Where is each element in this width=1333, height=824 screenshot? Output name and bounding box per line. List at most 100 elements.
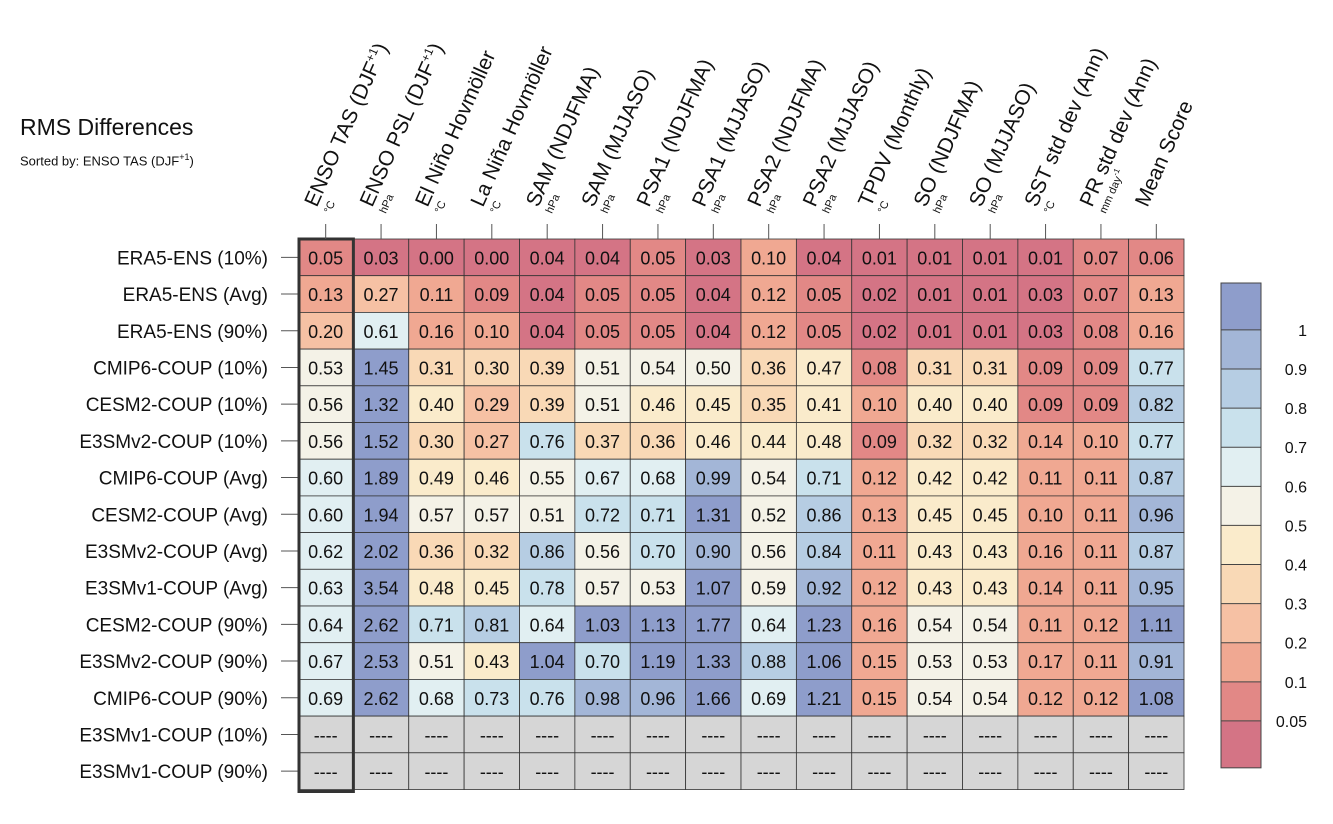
heatmap-cell bbox=[463, 605, 520, 644]
heatmap-cell bbox=[352, 568, 410, 607]
cell-value-label: 0.11 bbox=[1029, 469, 1063, 489]
cell-value-label: ---- bbox=[978, 725, 1002, 745]
heatmap-cell bbox=[962, 311, 1019, 350]
colorbar-segment bbox=[1221, 486, 1261, 526]
cell-value-label: 1.19 bbox=[640, 652, 675, 672]
cell-value-label: 0.05 bbox=[585, 322, 620, 342]
cell-value-label: 0.01 bbox=[973, 285, 1008, 305]
colorbar-label: 0.3 bbox=[1285, 597, 1307, 614]
cell-value-label: 0.45 bbox=[973, 505, 1008, 525]
heatmap-cell bbox=[795, 715, 853, 754]
cell-value-label: ---- bbox=[923, 725, 947, 745]
cell-value-label: 0.10 bbox=[862, 395, 897, 415]
heatmap-cell bbox=[629, 495, 687, 533]
cell-value-label: 1.66 bbox=[696, 689, 731, 709]
cell-value-label: 0.32 bbox=[973, 432, 1008, 452]
cell-value-label: 0.46 bbox=[474, 469, 509, 489]
colorbar-segment bbox=[1221, 283, 1261, 330]
cell-value-label: 1.32 bbox=[364, 395, 399, 415]
cell-value-label: 0.16 bbox=[1028, 542, 1063, 562]
heatmap-cell bbox=[685, 495, 742, 533]
cell-value-label: 0.42 bbox=[973, 469, 1008, 489]
heatmap-cell bbox=[685, 642, 742, 680]
cell-value-label: 0.60 bbox=[308, 505, 343, 525]
heatmap-cell bbox=[906, 495, 963, 533]
cell-value-label: 0.56 bbox=[308, 432, 343, 452]
cell-value-label: 0.72 bbox=[585, 505, 620, 525]
cell-value-label: 1.45 bbox=[364, 358, 399, 378]
cell-value-label: 0.71 bbox=[419, 615, 454, 635]
heatmap-cell bbox=[297, 238, 354, 277]
cell-value-label: ---- bbox=[1034, 762, 1058, 782]
heatmap-cell bbox=[352, 715, 410, 754]
cell-value-label: 0.95 bbox=[1139, 579, 1174, 599]
heatmap-cell bbox=[1128, 568, 1185, 607]
heatmap-cell bbox=[1128, 348, 1185, 387]
heatmap-cell bbox=[463, 275, 520, 313]
cell-value-label: 0.45 bbox=[474, 579, 509, 599]
cell-value-label: 0.53 bbox=[308, 358, 343, 378]
cell-value-label: 0.04 bbox=[530, 322, 565, 342]
heatmap-cell bbox=[851, 348, 908, 387]
colorbar-label: 0.1 bbox=[1285, 675, 1307, 692]
cell-value-label: 0.57 bbox=[419, 505, 454, 525]
cell-value-label: 0.54 bbox=[917, 615, 952, 635]
cell-value-label: 0.03 bbox=[1028, 285, 1063, 305]
heatmap-cell bbox=[519, 311, 576, 350]
cell-value-label: 0.36 bbox=[640, 432, 675, 452]
heatmap-cell bbox=[1017, 568, 1074, 607]
row-label: ERA5-ENS (10%) bbox=[117, 248, 268, 269]
heatmap-cell bbox=[352, 348, 410, 387]
cell-value-label: 0.88 bbox=[751, 652, 786, 672]
cell-value-label: 0.16 bbox=[419, 322, 454, 342]
colorbar-label: 0.8 bbox=[1285, 401, 1307, 418]
cell-value-label: 0.12 bbox=[1083, 689, 1118, 709]
cell-value-label: 0.14 bbox=[1028, 432, 1063, 452]
heatmap-cell bbox=[352, 385, 410, 423]
heatmap-cell bbox=[574, 679, 631, 717]
cell-value-label: 1.06 bbox=[807, 652, 842, 672]
cell-value-label: 0.10 bbox=[474, 322, 509, 342]
cell-value-label: 0.09 bbox=[474, 285, 509, 305]
cell-value-label: 0.55 bbox=[530, 469, 565, 489]
cell-value-label: 1.31 bbox=[696, 505, 731, 525]
heatmap-cell bbox=[574, 275, 631, 313]
cell-value-label: 0.17 bbox=[1028, 652, 1063, 672]
heatmap-cell bbox=[1072, 642, 1130, 680]
cell-value-label: 0.09 bbox=[862, 432, 897, 452]
cell-value-label: 0.05 bbox=[640, 322, 675, 342]
cell-value-label: 0.10 bbox=[1083, 432, 1118, 452]
cell-value-label: 0.53 bbox=[640, 579, 675, 599]
cell-value-label: 0.45 bbox=[917, 505, 952, 525]
cell-value-label: 0.11 bbox=[1029, 615, 1063, 635]
heatmap-cell bbox=[740, 752, 797, 790]
heatmap-cell bbox=[629, 605, 687, 644]
row-label: CESM2-COUP (90%) bbox=[86, 615, 268, 636]
colorbar-label: 0.5 bbox=[1285, 518, 1307, 535]
cell-value-label: 0.54 bbox=[751, 469, 786, 489]
colorbar-segment bbox=[1221, 603, 1261, 643]
column-unit-superscript: -1 bbox=[1111, 166, 1122, 177]
row-label: CMIP6-COUP (Avg) bbox=[99, 469, 268, 490]
heatmap-cell bbox=[795, 311, 853, 350]
cell-value-label: 0.86 bbox=[807, 505, 842, 525]
column-header-superscript: +1 bbox=[418, 45, 436, 63]
heatmap-cell bbox=[685, 715, 742, 754]
heatmap-cell bbox=[795, 348, 853, 387]
cell-value-label: 0.36 bbox=[751, 358, 786, 378]
row-label: CESM2-COUP (Avg) bbox=[91, 505, 268, 526]
heatmap-cell bbox=[851, 642, 908, 680]
cell-value-label: ---- bbox=[591, 762, 615, 782]
colorbar-segment bbox=[1221, 329, 1261, 370]
cell-value-label: 0.08 bbox=[862, 358, 897, 378]
column-unit-label: °C bbox=[433, 199, 449, 215]
heatmap-cell bbox=[629, 568, 687, 607]
cell-value-label: 0.11 bbox=[863, 542, 897, 562]
heatmap-cell bbox=[906, 385, 963, 423]
heatmap-cell bbox=[906, 568, 963, 607]
cell-value-label: 0.10 bbox=[751, 248, 786, 268]
heatmap-cell bbox=[1128, 495, 1185, 533]
cell-value-label: 0.31 bbox=[419, 358, 454, 378]
cell-value-label: 0.57 bbox=[585, 579, 620, 599]
cell-value-label: 0.44 bbox=[751, 432, 786, 452]
